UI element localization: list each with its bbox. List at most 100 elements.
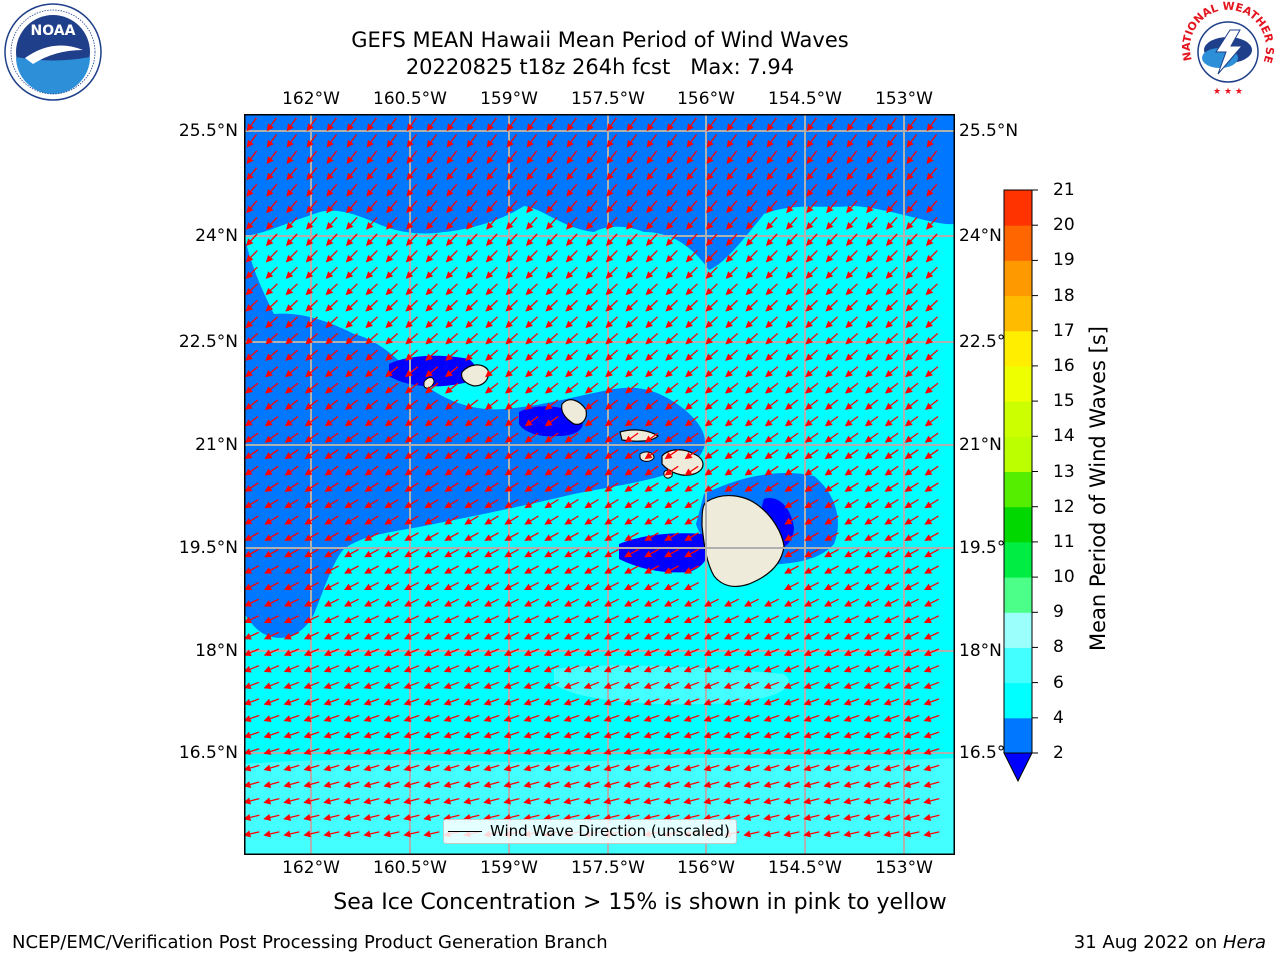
direction-arrow xyxy=(384,382,399,394)
direction-arrow xyxy=(244,665,260,673)
direction-arrow xyxy=(244,415,259,427)
direction-arrow xyxy=(383,781,400,788)
direction-arrow xyxy=(806,117,817,132)
direction-arrow xyxy=(263,731,280,739)
direction-arrow xyxy=(663,598,679,607)
direction-arrow xyxy=(664,582,679,591)
direction-arrow xyxy=(323,781,340,788)
direction-arrow xyxy=(663,681,680,689)
direction-arrow xyxy=(265,250,278,263)
direction-arrow xyxy=(646,183,658,197)
direction-arrow xyxy=(506,183,518,197)
direction-arrow xyxy=(905,299,918,312)
direction-arrow xyxy=(546,150,558,165)
direction-arrow xyxy=(444,565,459,574)
colorbar-segment xyxy=(1004,295,1032,332)
direction-arrow xyxy=(523,631,540,640)
direction-arrow xyxy=(485,366,499,378)
direction-arrow xyxy=(803,830,820,838)
direction-arrow xyxy=(385,349,399,361)
colorbar-segment xyxy=(1004,436,1032,472)
direction-arrow xyxy=(864,449,879,460)
direction-arrow xyxy=(405,366,419,378)
direction-arrow xyxy=(585,250,598,263)
direction-arrow xyxy=(345,233,358,247)
direction-arrow xyxy=(744,465,759,476)
direction-arrow xyxy=(503,714,520,722)
direction-arrow xyxy=(406,183,418,197)
direction-arrow xyxy=(343,781,360,788)
direction-arrow xyxy=(625,250,638,263)
colorbar-segment xyxy=(1004,365,1032,402)
direction-arrow xyxy=(303,830,320,838)
direction-arrow xyxy=(544,382,559,394)
direction-arrow xyxy=(405,266,418,279)
direction-arrow xyxy=(863,764,880,772)
direction-arrow xyxy=(484,482,499,492)
direction-arrow xyxy=(603,797,620,805)
direction-arrow xyxy=(783,615,800,623)
direction-arrow xyxy=(284,498,299,509)
direction-arrow xyxy=(684,498,699,509)
direction-arrow xyxy=(903,698,920,706)
direction-arrow xyxy=(244,731,260,739)
direction-arrow xyxy=(365,299,378,312)
direction-arrow xyxy=(884,399,899,410)
direction-arrow xyxy=(824,382,839,394)
direction-arrow xyxy=(325,316,338,329)
direction-arrow xyxy=(346,167,358,181)
direction-arrow xyxy=(403,797,420,805)
direction-arrow xyxy=(804,515,819,525)
direction-arrow xyxy=(403,764,420,772)
direction-arrow xyxy=(665,316,678,329)
direction-arrow xyxy=(884,565,899,574)
direction-arrow xyxy=(483,748,500,755)
direction-arrow xyxy=(325,366,339,378)
direction-arrow xyxy=(306,150,318,165)
direction-arrow xyxy=(823,631,840,640)
lat-tick-label: 16.5°N xyxy=(959,743,1019,763)
direction-arrow xyxy=(605,250,618,263)
direction-arrow xyxy=(485,283,498,296)
direction-arrow xyxy=(284,482,299,492)
direction-arrow xyxy=(924,582,939,591)
direction-arrow xyxy=(744,382,759,394)
direction-arrow xyxy=(246,134,258,148)
direction-arrow xyxy=(743,830,760,838)
direction-arrow xyxy=(863,797,880,805)
direction-arrow xyxy=(283,814,300,821)
direction-arrow xyxy=(865,299,878,312)
direction-arrow xyxy=(423,797,440,805)
lat-tick-label: 21°N xyxy=(959,435,1002,455)
direction-arrow xyxy=(423,698,440,706)
direction-arrow xyxy=(265,233,278,247)
direction-arrow xyxy=(324,515,339,525)
direction-arrow xyxy=(723,615,740,623)
direction-arrow xyxy=(805,266,818,279)
direction-arrow xyxy=(883,665,900,673)
credit-left: NCEP/EMC/Verification Post Processing Pr… xyxy=(12,932,608,953)
direction-arrow xyxy=(324,449,339,460)
direction-arrow xyxy=(863,748,880,755)
direction-arrow xyxy=(604,482,619,492)
direction-arrow xyxy=(325,233,338,247)
direction-arrow xyxy=(643,681,660,689)
direction-arrow xyxy=(405,283,418,296)
direction-arrow xyxy=(643,665,660,673)
direction-arrow xyxy=(644,382,659,394)
direction-arrow xyxy=(683,615,700,623)
direction-arrow xyxy=(303,681,320,689)
direction-arrow xyxy=(504,465,519,476)
direction-arrow xyxy=(266,183,278,197)
direction-arrow xyxy=(325,333,339,345)
direction-arrow xyxy=(684,515,699,525)
direction-arrow xyxy=(643,698,660,706)
direction-arrow xyxy=(866,200,878,214)
direction-arrow xyxy=(363,631,380,640)
direction-arrow xyxy=(503,698,520,706)
direction-arrow xyxy=(925,283,938,296)
direction-arrow xyxy=(923,764,940,772)
direction-arrow xyxy=(906,183,918,197)
direction-arrow xyxy=(304,415,319,427)
direction-arrow xyxy=(284,432,299,443)
